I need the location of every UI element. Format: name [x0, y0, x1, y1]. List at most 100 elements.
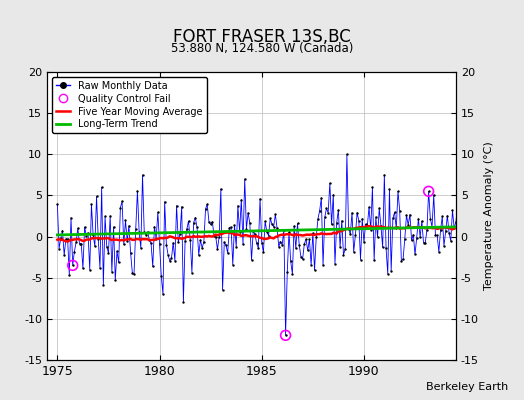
Point	[167, 255, 176, 261]
Legend: Raw Monthly Data, Quality Control Fail, Five Year Moving Average, Long-Term Tren: Raw Monthly Data, Quality Control Fail, …	[52, 77, 206, 133]
Point	[389, 215, 397, 222]
Point	[239, 241, 247, 248]
Point	[344, 226, 353, 232]
Point	[147, 240, 155, 246]
Point	[91, 243, 99, 249]
Point	[450, 225, 458, 232]
Point	[346, 231, 355, 238]
Point	[351, 232, 359, 238]
Point	[385, 186, 394, 192]
Point	[457, 234, 465, 240]
Point	[69, 262, 77, 268]
Point	[156, 241, 164, 248]
Point	[333, 220, 341, 226]
Point	[246, 220, 254, 226]
Point	[281, 332, 290, 338]
Point	[424, 188, 433, 194]
Point	[263, 228, 271, 235]
Point	[210, 233, 219, 239]
Point	[89, 232, 97, 238]
Point	[419, 240, 428, 246]
Point	[421, 240, 430, 246]
Point	[81, 224, 89, 230]
Point	[370, 257, 378, 263]
Point	[84, 230, 92, 236]
Point	[225, 224, 234, 231]
Point	[314, 216, 322, 222]
Point	[326, 180, 334, 186]
Point	[404, 222, 412, 228]
Point	[63, 236, 72, 242]
Point	[191, 214, 200, 221]
Point	[62, 236, 70, 242]
Point	[254, 245, 263, 251]
Point	[123, 238, 132, 244]
Point	[436, 227, 445, 233]
Point	[269, 224, 278, 230]
Point	[253, 240, 261, 247]
Point	[106, 213, 114, 219]
Point	[394, 188, 402, 194]
Point	[414, 216, 423, 222]
Point	[154, 209, 162, 216]
Point	[67, 215, 75, 221]
Point	[111, 277, 119, 284]
Point	[273, 225, 281, 232]
Point	[241, 176, 249, 182]
Point	[348, 210, 356, 216]
Point	[57, 235, 65, 242]
Point	[283, 268, 291, 275]
Point	[449, 207, 457, 214]
Point	[85, 266, 94, 273]
Point	[424, 188, 433, 194]
Point	[360, 239, 368, 245]
Point	[228, 262, 237, 268]
Point	[164, 252, 172, 258]
Point	[356, 256, 365, 263]
Point	[251, 231, 259, 237]
Point	[440, 242, 448, 249]
Point	[411, 251, 419, 258]
Point	[103, 243, 111, 250]
Point	[206, 221, 215, 228]
Point	[392, 225, 400, 232]
Point	[186, 237, 194, 243]
Point	[426, 215, 434, 222]
Point	[261, 218, 269, 224]
Point	[79, 265, 87, 272]
Point	[292, 245, 300, 252]
Point	[378, 244, 387, 250]
Point	[337, 218, 346, 224]
Point	[307, 262, 315, 268]
Point	[259, 249, 268, 255]
Point	[194, 252, 203, 258]
Point	[312, 234, 321, 240]
Point	[265, 233, 273, 239]
Point	[397, 258, 406, 264]
Point	[387, 268, 396, 274]
Point	[433, 232, 441, 238]
Point	[428, 224, 436, 230]
Point	[152, 236, 160, 242]
Point	[281, 332, 290, 338]
Point	[220, 239, 228, 246]
Point	[305, 236, 314, 242]
Point	[435, 249, 443, 255]
Point	[101, 213, 110, 220]
Point	[278, 242, 287, 248]
Point	[285, 229, 293, 235]
Point	[340, 252, 348, 258]
Point	[303, 247, 312, 254]
Point	[222, 242, 230, 248]
Point	[280, 226, 288, 233]
Point	[396, 207, 404, 214]
Point	[178, 204, 186, 210]
Point	[99, 282, 107, 288]
Point	[336, 244, 344, 250]
Point	[219, 287, 227, 293]
Point	[125, 222, 133, 229]
Point	[70, 248, 79, 255]
Point	[227, 224, 235, 230]
Point	[247, 257, 256, 263]
Point	[384, 271, 392, 277]
